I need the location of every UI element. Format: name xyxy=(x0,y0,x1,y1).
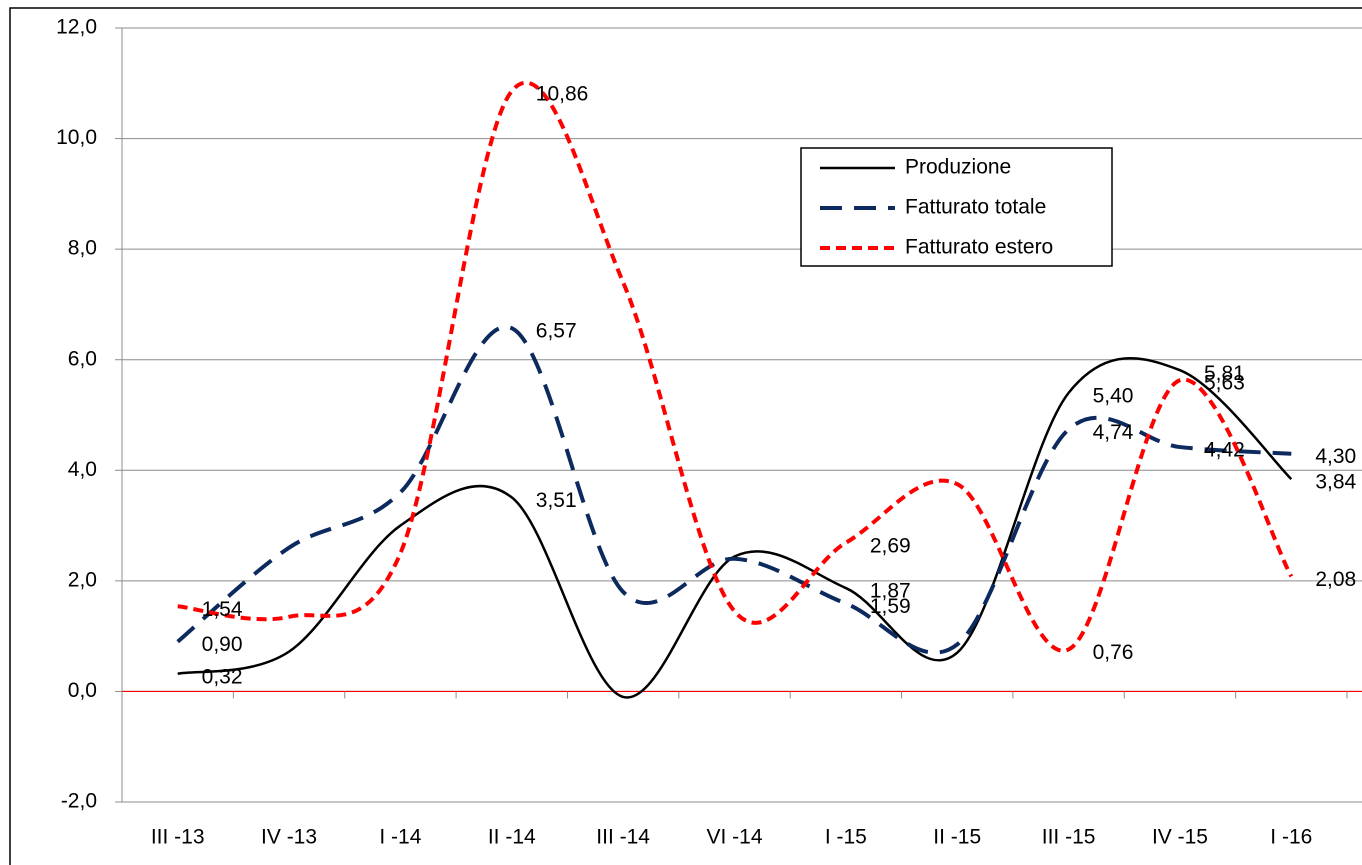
y-tick-label: 10,0 xyxy=(56,126,97,149)
y-tick-label: 4,0 xyxy=(68,458,97,481)
y-tick-label: 0,0 xyxy=(68,679,97,702)
legend-label: Fatturato estero xyxy=(905,236,1053,259)
x-tick-label: II -14 xyxy=(488,826,536,849)
x-tick-label: IV -15 xyxy=(1152,826,1208,849)
data-label: 4,74 xyxy=(1093,421,1134,444)
chart-border xyxy=(9,7,1362,865)
series-line xyxy=(176,324,1292,655)
data-label: 1,54 xyxy=(202,598,243,621)
data-label: 3,51 xyxy=(536,489,577,512)
data-label: 0,32 xyxy=(202,665,243,688)
data-label: 3,84 xyxy=(1315,471,1356,494)
data-label: 5,81 xyxy=(1204,362,1245,385)
series-line xyxy=(177,80,1294,653)
y-tick-label: 2,0 xyxy=(68,568,97,591)
data-label: 1,59 xyxy=(870,595,911,618)
x-tick-label: III -14 xyxy=(596,826,650,849)
x-tick-label: III -15 xyxy=(1042,826,1096,849)
data-label: 0,90 xyxy=(202,633,243,656)
data-label: 6,57 xyxy=(536,320,577,343)
data-label: 5,63 xyxy=(1204,372,1245,395)
data-label: 2,69 xyxy=(870,534,911,557)
data-label: 4,30 xyxy=(1315,445,1356,468)
y-tick-label: 12,0 xyxy=(56,16,97,39)
x-tick-label: II -15 xyxy=(933,826,981,849)
plot: -2,0 0,0 2,0 4,0 6,0 8,0 10,0 12,0 III -13 IV -13… xyxy=(56,16,1362,849)
x-tick-label: VI -14 xyxy=(706,826,762,849)
series-line xyxy=(177,357,1293,699)
y-tick-label: 6,0 xyxy=(68,347,97,370)
data-label: 1,87 xyxy=(870,580,911,603)
data-label: 0,76 xyxy=(1093,641,1134,664)
x-tick-label: IV -13 xyxy=(261,826,317,849)
x-tick-label: I -16 xyxy=(1270,826,1312,849)
legend-label: Produzione xyxy=(905,156,1011,179)
legend: Produzione Fatturato totale Fatturato este… xyxy=(820,156,1053,259)
x-tick-label: III -13 xyxy=(151,826,205,849)
legend-label: Fatturato totale xyxy=(905,196,1046,219)
x-tick-label: I -14 xyxy=(379,826,421,849)
y-tick-label: -2,0 xyxy=(61,790,97,813)
data-label: 2,08 xyxy=(1315,568,1356,591)
data-label: 10,86 xyxy=(536,83,589,106)
x-tick-label: I -15 xyxy=(825,826,867,849)
data-label: 5,40 xyxy=(1093,384,1134,407)
y-tick-label: 8,0 xyxy=(68,237,97,260)
